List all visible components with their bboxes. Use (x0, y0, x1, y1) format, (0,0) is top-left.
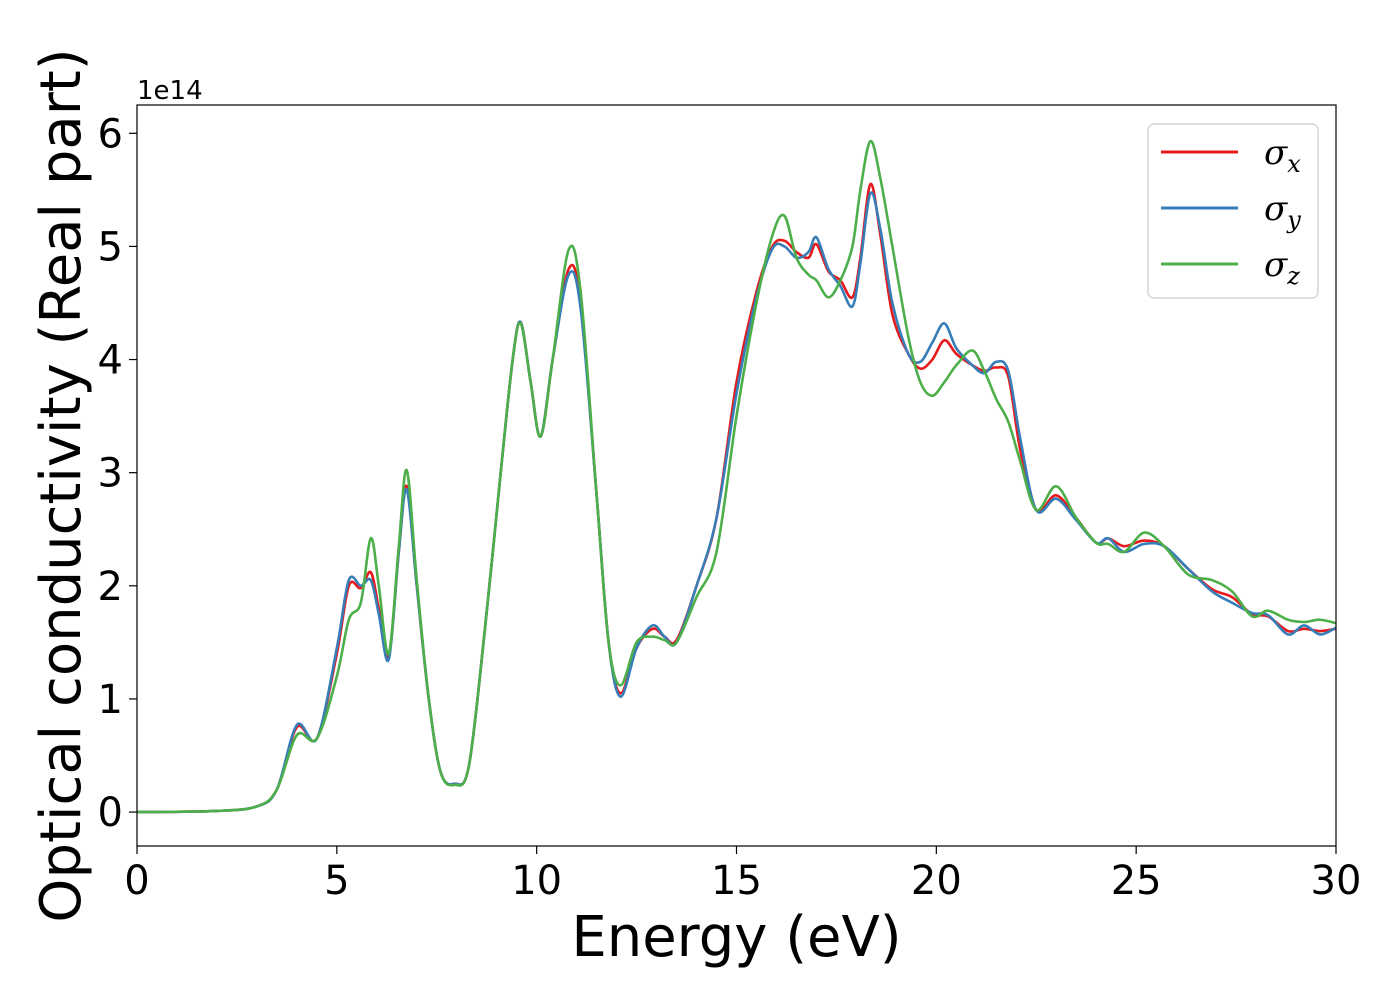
legend-label-z: σz (1264, 245, 1300, 290)
x-tick-label: 30 (1311, 858, 1362, 904)
x-tick-label: 25 (1111, 858, 1162, 904)
y-tick-label: 5 (98, 224, 123, 270)
y-tick-label: 1 (98, 677, 123, 723)
legend-label-x: σx (1264, 133, 1301, 178)
y-tick-label: 4 (98, 338, 123, 384)
x-tick-label: 10 (511, 858, 562, 904)
series-group (137, 139, 1336, 814)
plot-area (136, 104, 1337, 847)
x-axis: 0 5 10 15 20 25 30 (124, 846, 1361, 904)
x-tick-label: 5 (324, 858, 349, 904)
y-axis-title: Optical conductivity (Real part) (29, 48, 94, 922)
y-tick-label: 2 (98, 564, 123, 610)
legend: σx σy σz (1147, 123, 1319, 299)
y-axis: 0 1 2 3 4 5 6 (98, 111, 137, 836)
x-tick-label: 0 (124, 858, 149, 904)
series-line-z (137, 139, 1336, 814)
y-tick-label: 0 (98, 790, 123, 836)
legend-box (1147, 123, 1319, 299)
x-axis-title: Energy (eV) (571, 905, 901, 970)
x-tick-label: 20 (911, 858, 962, 904)
x-tick-label: 15 (711, 858, 762, 904)
legend-label-y: σy (1264, 189, 1301, 234)
y-offset-label: 1e14 (137, 76, 203, 106)
y-tick-label: 6 (98, 111, 123, 157)
y-tick-label: 3 (98, 451, 123, 497)
